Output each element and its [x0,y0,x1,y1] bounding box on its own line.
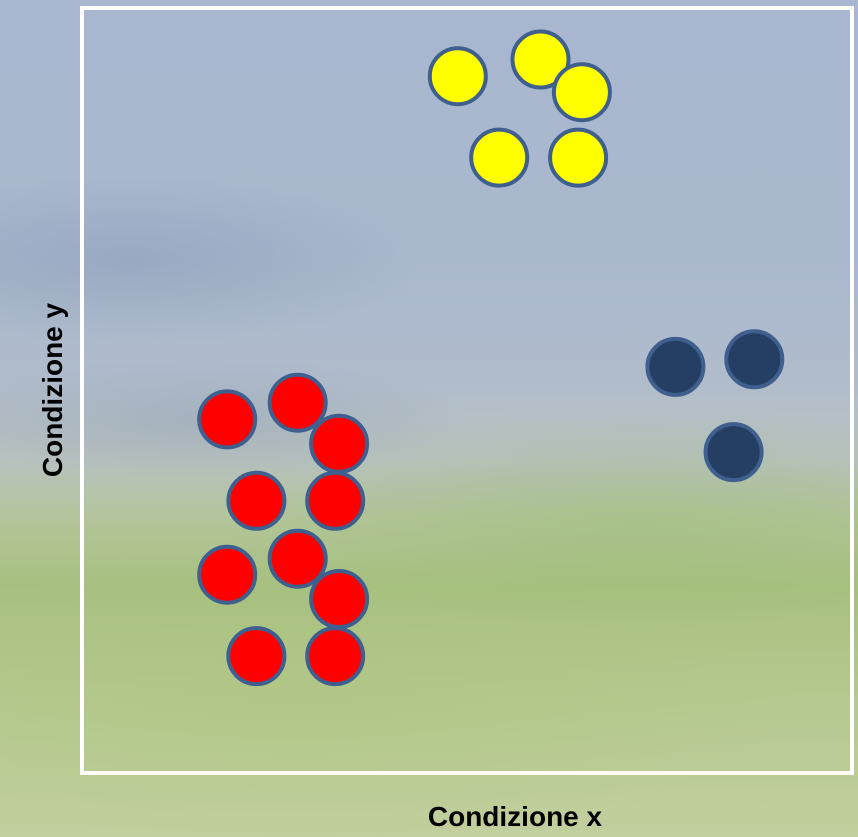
data-point-series-2-8 [309,569,370,629]
data-point-series-2-6 [267,528,328,589]
data-point-series-1-1 [427,46,488,107]
data-point-series-2-7 [197,544,258,605]
data-point-series-3-3 [703,422,764,483]
data-point-series-3-1 [645,336,706,397]
data-point-series-1-5 [548,127,609,188]
data-point-series-2-9 [226,626,287,687]
x-axis-label: Condizione x [428,801,603,832]
data-point-series-3-2 [724,329,785,390]
data-point-series-1-2 [510,29,571,90]
data-point-series-2-3 [309,413,370,474]
data-point-series-2-10 [305,626,366,687]
data-point-series-1-4 [469,127,530,188]
data-point-series-2-2 [267,372,328,433]
data-point-series-2-4 [226,470,287,531]
data-points [197,29,785,687]
plot-area-frame [80,6,854,775]
data-point-series-2-1 [197,389,258,450]
y-axis-label: Condizione y [37,302,68,477]
data-point-series-2-5 [305,470,366,531]
data-point-series-1-3 [551,62,612,123]
